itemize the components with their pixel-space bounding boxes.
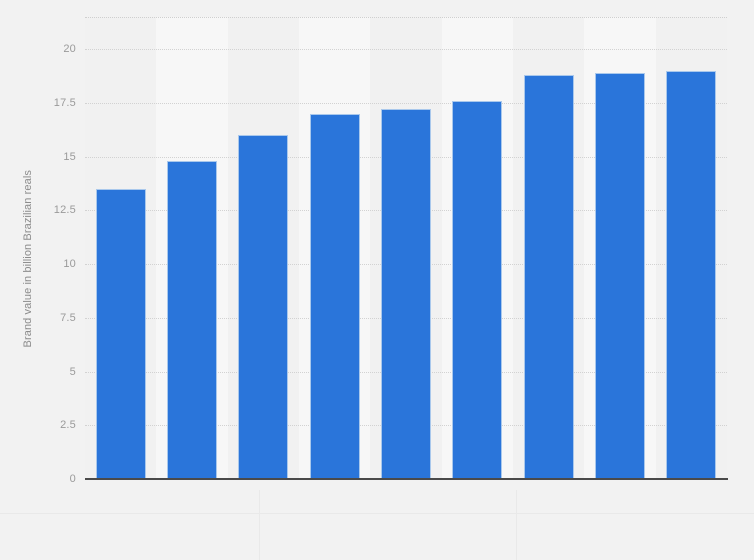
bar[interactable] <box>167 160 217 479</box>
y-tick-label: 12.5 <box>53 204 76 217</box>
x-axis-line <box>85 478 728 480</box>
y-axis-ticks: 0 2.5 5 7.5 10 12.5 15 17.5 20 <box>0 0 76 560</box>
bar[interactable] <box>595 72 645 479</box>
y-tick-label: 2.5 <box>60 419 76 432</box>
gridline-top <box>85 17 727 18</box>
footer-divider-vertical-2 <box>516 490 517 560</box>
y-tick-label: 17.5 <box>53 96 76 109</box>
bar[interactable] <box>95 188 146 479</box>
footer-divider-horizontal <box>0 513 754 514</box>
y-tick-label: 20 <box>63 43 76 56</box>
bar[interactable] <box>381 109 431 479</box>
bar[interactable] <box>309 113 360 479</box>
y-tick-label: 7.5 <box>60 311 76 324</box>
bar[interactable] <box>452 100 503 479</box>
bar[interactable] <box>666 70 717 479</box>
gridline <box>85 102 727 104</box>
y-tick-label: 5 <box>69 365 76 378</box>
bar[interactable] <box>523 75 574 479</box>
footer-divider-vertical-1 <box>259 490 260 560</box>
y-tick-label: 10 <box>63 258 76 271</box>
y-tick-label: 0 <box>69 473 76 485</box>
y-tick-label: 15 <box>63 150 76 163</box>
bar[interactable] <box>238 135 289 479</box>
gridline <box>85 49 727 51</box>
plot-area <box>85 17 727 479</box>
